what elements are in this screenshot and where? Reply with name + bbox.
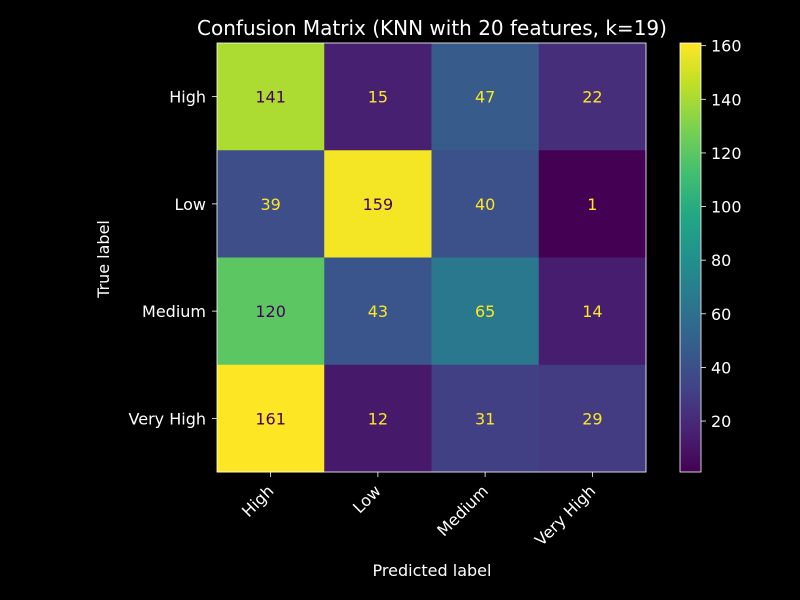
cell-value-label-2-0: 120 — [255, 302, 286, 321]
x-tick-label-3: Very High — [531, 481, 599, 549]
heatmap-cell-3-3 — [538, 364, 647, 473]
colorbar-tick-label-2: 60 — [711, 305, 731, 324]
cell-value-label-1-0: 39 — [260, 195, 280, 214]
cell-value-label-3-2: 31 — [475, 409, 495, 428]
cell-value-label-1-2: 40 — [475, 195, 495, 214]
heatmap-cell-2-2 — [431, 257, 540, 366]
colorbar: 20 40 60 80 100 120 140 160 — [679, 37, 742, 473]
heatmap-cell-1-2 — [431, 150, 540, 258]
cell-value-label-3-1: 12 — [368, 409, 388, 428]
colorbar-tick-label-6: 140 — [711, 90, 742, 109]
cell-value-label-2-2: 65 — [475, 302, 495, 321]
cell-value-label-0-3: 22 — [582, 88, 602, 107]
x-axis-label: Predicted label — [373, 561, 492, 580]
cell-value-label-1-1: 159 — [363, 195, 394, 214]
heatmap-cell-1-1 — [324, 150, 432, 258]
heatmap-cell-0-0 — [217, 43, 325, 151]
heatmap-cell-3-0 — [217, 364, 325, 473]
cell-value-label-0-0: 141 — [255, 88, 286, 107]
x-tick-label-1: Low — [349, 481, 385, 517]
y-tick-label-1: Low — [174, 195, 206, 214]
colorbar-tick-label-1: 40 — [711, 358, 731, 377]
x-tick-label-0: High — [238, 481, 277, 520]
colorbar-tick-label-4: 100 — [711, 198, 742, 217]
heatmap-cell-1-0 — [217, 150, 325, 258]
colorbar-tick-label-0: 20 — [711, 412, 731, 431]
heatmap-cell-3-1 — [324, 364, 432, 473]
colorbar-tick-label-3: 80 — [711, 251, 731, 270]
heatmap-cell-0-1 — [324, 43, 432, 151]
colorbar-tick-label-5: 120 — [711, 144, 742, 163]
heatmap-cell-2-1 — [324, 257, 432, 366]
heatmap-cell-1-3 — [538, 150, 647, 258]
x-axis-ticks: High Low Medium Very High — [238, 472, 599, 550]
cell-value-label-0-1: 15 — [368, 88, 388, 107]
cell-value-label-2-3: 14 — [582, 302, 602, 321]
chart-title: Confusion Matrix (KNN with 20 features, … — [197, 16, 667, 40]
heatmap-cell-2-0 — [217, 257, 325, 366]
heatmap-cell-0-2 — [431, 43, 540, 151]
cell-value-label-0-2: 47 — [475, 88, 495, 107]
heatmap-cell-labels: 141 15 47 22 39 159 40 1 120 43 65 14 161 12 31 29 — [255, 88, 602, 429]
y-tick-label-2: Medium — [142, 302, 206, 321]
cell-value-label-1-3: 1 — [587, 195, 597, 214]
x-tick-label-2: Medium — [433, 481, 492, 540]
cell-value-label-2-1: 43 — [368, 302, 388, 321]
colorbar-gradient — [679, 42, 702, 473]
heatmap-cell-0-3 — [538, 43, 647, 151]
y-axis-label: True label — [94, 220, 113, 299]
y-tick-label-0: High — [169, 88, 206, 107]
heatmap-cell-2-3 — [538, 257, 647, 366]
y-axis-ticks: High Low Medium Very High — [129, 88, 217, 428]
heatmap-cells — [216, 42, 647, 473]
colorbar-tick-label-7: 160 — [711, 37, 742, 56]
y-tick-label-3: Very High — [129, 409, 206, 428]
cell-value-label-3-0: 161 — [255, 409, 286, 428]
plot-frame — [216, 42, 647, 473]
cell-value-label-3-3: 29 — [582, 409, 602, 428]
heatmap-cell-3-2 — [431, 364, 540, 473]
